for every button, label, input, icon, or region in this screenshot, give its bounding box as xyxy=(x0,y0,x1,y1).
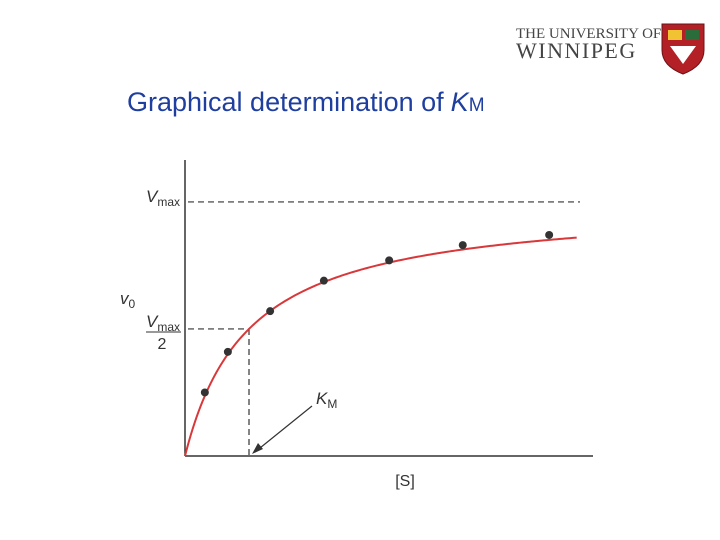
y-reference-denominator: 2 xyxy=(158,336,167,353)
fit-curve xyxy=(184,236,577,457)
x-reference-label-symbol: K xyxy=(316,389,328,408)
logo-line1: THE UNIVERSITY OF xyxy=(516,26,661,42)
logo: THE UNIVERSITY OF WINNIPEG xyxy=(516,23,705,75)
x-reference-label: KM xyxy=(316,389,337,411)
title-text: Graphical determination of xyxy=(127,87,444,117)
y-reference-label-subscript: max xyxy=(157,195,180,209)
y-axis-label: v0 xyxy=(120,289,136,311)
data-point xyxy=(458,241,467,250)
data-point xyxy=(223,347,232,356)
y-reference-label-symbol: V xyxy=(146,312,159,331)
x-reference-label-subscript: M xyxy=(327,397,337,411)
km-arrowhead xyxy=(252,443,263,454)
y-reference-label-symbol: V xyxy=(146,187,159,206)
logo-shield-part xyxy=(685,30,699,40)
title-subscript: M xyxy=(469,95,485,116)
logo-shield-part xyxy=(670,46,696,64)
y-axis-label-symbol: v xyxy=(120,289,130,308)
y-axis-label-subscript: 0 xyxy=(129,297,136,311)
x-axis-label: [S] xyxy=(395,473,415,490)
y-reference-label: Vmax xyxy=(146,187,180,209)
data-point xyxy=(385,256,394,265)
data-point xyxy=(319,276,328,285)
slide-title: Graphical determination of KM xyxy=(127,87,485,117)
y-reference-label: Vmax xyxy=(146,312,180,334)
y-reference-label-subscript: max xyxy=(157,320,180,334)
data-point xyxy=(200,388,209,397)
logo-shield-part xyxy=(668,30,682,40)
title-symbol: K xyxy=(451,87,470,117)
km-arrow xyxy=(254,405,313,453)
data-point xyxy=(266,307,275,316)
data-point xyxy=(545,230,554,239)
logo-line2: WINNIPEG xyxy=(516,38,637,63)
